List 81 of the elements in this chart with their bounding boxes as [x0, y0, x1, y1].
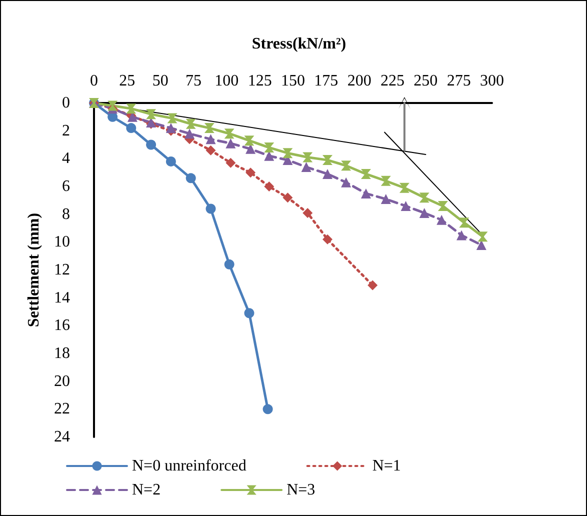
y-tick-label: 2 [62, 122, 70, 140]
x-tick-label: 275 [446, 72, 471, 90]
chart-title: Stress(kN/m²) [252, 36, 346, 52]
point [438, 200, 448, 211]
point [224, 259, 234, 270]
point [264, 142, 274, 153]
x-tick-label: 100 [214, 72, 239, 90]
point [126, 104, 136, 114]
legend-label: N=1 [372, 458, 401, 474]
x-tick-label: 25 [119, 72, 136, 90]
point [184, 128, 195, 139]
point [246, 168, 256, 178]
point [262, 404, 273, 414]
point [419, 192, 430, 203]
x-tick-label: 200 [347, 72, 372, 90]
point [146, 140, 156, 150]
point [282, 192, 293, 203]
legend-label: N=0 unreinforced [132, 458, 246, 474]
y-tick-label: 6 [62, 178, 70, 195]
point [226, 138, 236, 148]
x-tick-label: 0 [90, 72, 98, 90]
point [126, 123, 136, 134]
point [166, 156, 176, 166]
point [360, 188, 371, 198]
point [206, 204, 216, 214]
point [186, 173, 196, 184]
point [322, 168, 332, 179]
point [456, 230, 466, 240]
y-tick-label: 16 [54, 317, 70, 334]
x-tick-label: 175 [314, 72, 338, 90]
point [108, 100, 118, 111]
point [419, 208, 430, 218]
point [368, 280, 378, 290]
point [167, 113, 178, 124]
point [301, 162, 312, 172]
point [206, 134, 216, 144]
x-tick-label: 300 [480, 72, 504, 90]
point [264, 182, 274, 192]
point [244, 308, 254, 318]
point [399, 182, 410, 193]
point [166, 123, 176, 134]
x-tick-label: 75 [186, 72, 202, 90]
point [436, 214, 447, 225]
point [226, 158, 236, 168]
y-tick-label: 20 [54, 372, 70, 390]
point [302, 152, 313, 162]
point [282, 148, 293, 158]
point [360, 168, 371, 179]
y-tick-label: 8 [62, 206, 70, 223]
point [302, 208, 313, 218]
legend-label: N=2 [132, 482, 161, 498]
legend-label: N=3 [286, 482, 316, 498]
point [224, 128, 234, 139]
point [400, 200, 411, 211]
point [322, 155, 332, 166]
y-tick-label: 12 [54, 262, 70, 278]
point [380, 194, 391, 204]
point [478, 232, 488, 242]
x-tick-label: 50 [152, 72, 168, 90]
x-tick-label: 150 [281, 72, 305, 90]
y-tick-label: 24 [54, 428, 70, 446]
x-tick-label: 225 [380, 72, 404, 90]
point [322, 234, 332, 244]
x-tick-label: 125 [248, 72, 272, 90]
y-tick-label: 14 [54, 289, 70, 306]
y-tick-label: 10 [54, 234, 70, 251]
point [341, 160, 352, 171]
point [146, 109, 156, 120]
point [341, 177, 352, 188]
point [244, 136, 254, 146]
x-tick-label: 250 [414, 72, 438, 90]
y-axis-title: Settlement (mm) [26, 212, 42, 328]
y-tick-label: 4 [62, 150, 70, 168]
point [459, 218, 470, 228]
y-tick-label: 0 [62, 94, 70, 112]
y-tick-label: 18 [54, 345, 70, 362]
point [206, 145, 216, 156]
point [186, 118, 196, 129]
point [204, 123, 214, 134]
y-tick-label: 22 [54, 400, 70, 418]
point [380, 176, 391, 186]
